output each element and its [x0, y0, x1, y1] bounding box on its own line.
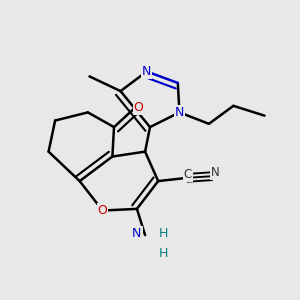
Text: N: N — [211, 167, 220, 179]
Text: H: H — [158, 247, 168, 260]
Text: N: N — [175, 106, 184, 119]
Text: N: N — [132, 227, 142, 240]
Text: H: H — [158, 227, 168, 240]
Text: C: C — [184, 168, 192, 181]
Text: O: O — [134, 101, 143, 114]
Text: O: O — [98, 204, 107, 217]
Text: N: N — [142, 65, 152, 78]
